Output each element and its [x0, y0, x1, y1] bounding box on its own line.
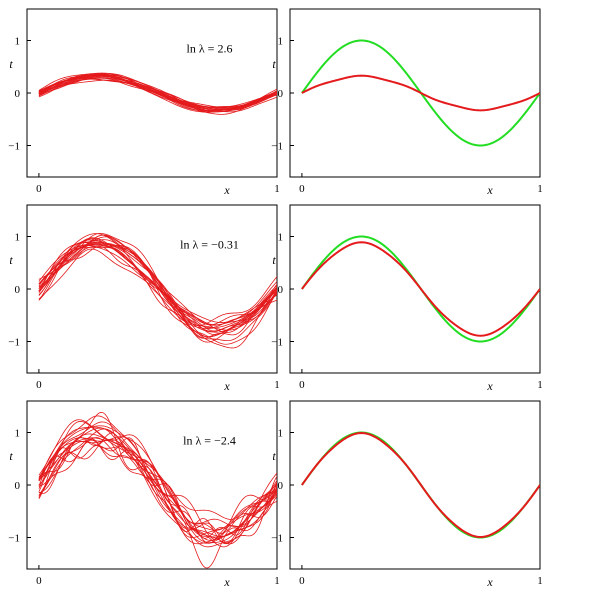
y-tick-label: 1 — [278, 428, 284, 440]
x-tick-label: 0 — [36, 379, 42, 391]
fit-curve — [38, 437, 277, 545]
mean-fit-curve — [301, 432, 540, 538]
lambda-annotation: ln λ = −2.4 — [183, 434, 236, 448]
fit-curve — [38, 245, 277, 326]
fit-curve — [38, 440, 277, 531]
y-tick-label: −1 — [8, 141, 20, 153]
y-tick-label: 0 — [15, 480, 21, 492]
x-tick-label: 0 — [299, 575, 305, 587]
fit-curve — [38, 437, 277, 545]
y-axis-label: t — [9, 253, 13, 267]
y-axis-label: t — [272, 449, 276, 463]
plot-frame — [289, 400, 541, 570]
fit-curve — [38, 241, 277, 332]
fit-curve — [38, 234, 277, 326]
y-tick-label: −1 — [271, 337, 283, 349]
lambda-annotation: ln λ = 2.6 — [187, 42, 233, 56]
mean-fit-curve — [301, 241, 540, 337]
plot-frame — [26, 204, 278, 374]
x-tick-label: 0 — [36, 183, 42, 195]
y-axis-label: t — [272, 253, 276, 267]
y-tick-label: −1 — [271, 533, 283, 545]
x-tick-label: 0 — [299, 183, 305, 195]
y-tick-label: 0 — [278, 88, 284, 100]
y-tick-label: 1 — [15, 428, 21, 440]
fit-curve — [38, 419, 277, 541]
x-axis-label: x — [486, 379, 493, 393]
y-tick-label: −1 — [271, 141, 283, 153]
x-axis-label: x — [486, 183, 493, 197]
plot-frame — [289, 204, 541, 374]
y-axis-label: t — [272, 57, 276, 71]
y-tick-label: 1 — [278, 232, 284, 244]
y-tick-label: −1 — [8, 533, 20, 545]
fit-curve — [38, 439, 277, 534]
plot-frame — [289, 8, 541, 178]
y-axis-label: t — [9, 57, 13, 71]
fit-curve — [38, 242, 277, 349]
fit-curve — [38, 74, 277, 113]
y-tick-label: 1 — [15, 232, 21, 244]
fit-curve — [38, 238, 277, 345]
fit-curve — [38, 421, 277, 545]
fit-curve — [38, 246, 277, 339]
x-tick-label: 1 — [274, 575, 280, 587]
y-tick-label: 1 — [15, 36, 21, 48]
y-tick-label: 1 — [278, 36, 284, 48]
x-tick-label: 1 — [537, 379, 543, 391]
x-tick-label: 0 — [36, 575, 42, 587]
fit-curve — [38, 439, 277, 520]
fit-curve — [38, 241, 277, 323]
y-tick-label: 0 — [278, 480, 284, 492]
fit-curve — [38, 428, 277, 537]
y-axis-label: t — [9, 449, 13, 463]
x-tick-label: 1 — [537, 575, 543, 587]
lambda-annotation: ln λ = −0.31 — [180, 238, 239, 252]
x-axis-label: x — [223, 575, 230, 589]
y-tick-label: 0 — [15, 88, 21, 100]
x-axis-label: x — [223, 183, 230, 197]
mean-fit-curve — [301, 74, 540, 112]
y-tick-label: 0 — [15, 284, 21, 296]
x-tick-label: 1 — [274, 379, 280, 391]
x-tick-label: 0 — [299, 379, 305, 391]
fit-curve — [38, 421, 277, 548]
y-tick-label: 0 — [278, 284, 284, 296]
x-tick-label: 1 — [537, 183, 543, 195]
fit-curve — [38, 244, 277, 332]
x-axis-label: x — [486, 575, 493, 589]
y-tick-label: −1 — [8, 337, 20, 349]
x-tick-label: 1 — [274, 183, 280, 195]
x-axis-label: x — [223, 379, 230, 393]
